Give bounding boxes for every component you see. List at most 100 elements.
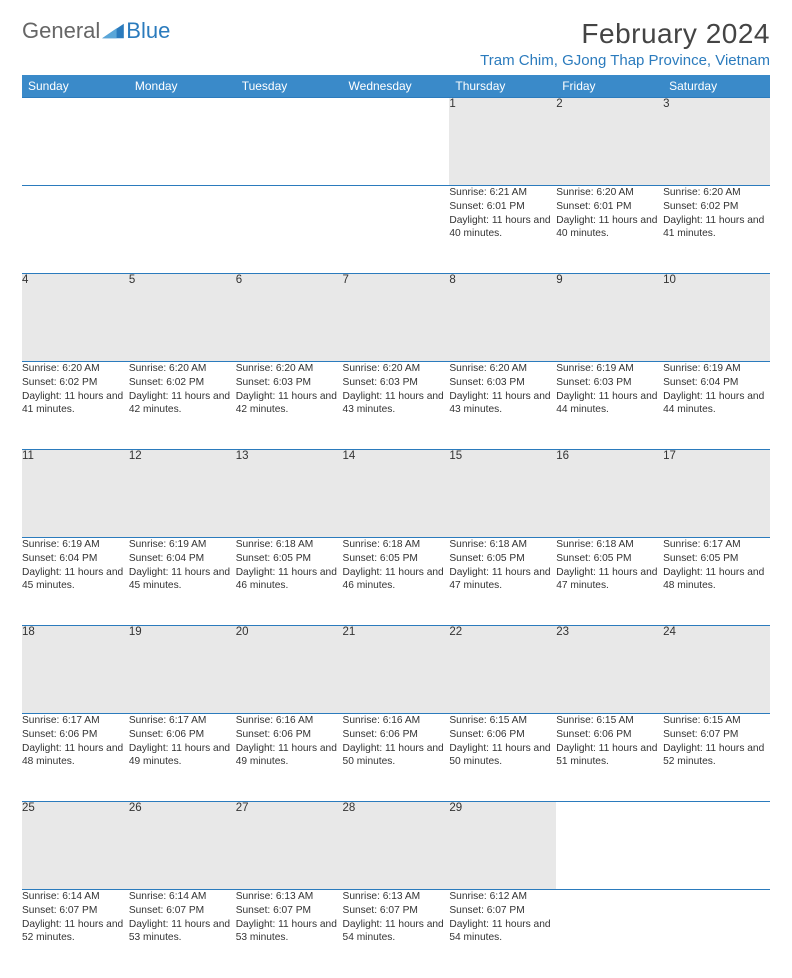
daylight-line: Daylight: 11 hours and 44 minutes. [663, 390, 770, 418]
daylight-line: Daylight: 11 hours and 45 minutes. [22, 566, 129, 594]
empty-cell [22, 98, 129, 186]
sunset-line: Sunset: 6:03 PM [343, 376, 450, 390]
weekday-header-cell: Sunday [22, 75, 129, 98]
sunset-line: Sunset: 6:04 PM [129, 552, 236, 566]
daylight-line: Daylight: 11 hours and 43 minutes. [343, 390, 450, 418]
day-number: 22 [449, 626, 556, 714]
daylight-line: Daylight: 11 hours and 40 minutes. [449, 214, 556, 242]
empty-cell [343, 98, 450, 186]
empty-cell [663, 802, 770, 890]
daylight-line: Daylight: 11 hours and 41 minutes. [663, 214, 770, 242]
empty-cell [129, 98, 236, 186]
day-number: 23 [556, 626, 663, 714]
sunset-line: Sunset: 6:03 PM [449, 376, 556, 390]
day-detail-cell: Sunrise: 6:16 AMSunset: 6:06 PMDaylight:… [236, 714, 343, 802]
sunset-line: Sunset: 6:06 PM [556, 728, 663, 742]
day-number: 15 [449, 450, 556, 538]
day-detail-cell: Sunrise: 6:20 AMSunset: 6:02 PMDaylight:… [129, 362, 236, 450]
header: General Blue February 2024 Tram Chim, GJ… [22, 18, 770, 69]
day-number: 26 [129, 802, 236, 890]
day-number-row: 2526272829 [22, 802, 770, 890]
day-number: 17 [663, 450, 770, 538]
empty-cell [343, 186, 450, 274]
sunrise-line: Sunrise: 6:16 AM [236, 714, 343, 728]
daylight-line: Daylight: 11 hours and 47 minutes. [449, 566, 556, 594]
sunset-line: Sunset: 6:07 PM [343, 904, 450, 918]
sunrise-line: Sunrise: 6:12 AM [449, 890, 556, 904]
day-detail-cell: Sunrise: 6:18 AMSunset: 6:05 PMDaylight:… [236, 538, 343, 626]
day-detail-cell: Sunrise: 6:18 AMSunset: 6:05 PMDaylight:… [449, 538, 556, 626]
day-detail-row: Sunrise: 6:20 AMSunset: 6:02 PMDaylight:… [22, 362, 770, 450]
brand-logo: General Blue [22, 18, 170, 44]
day-number: 14 [343, 450, 450, 538]
sunrise-line: Sunrise: 6:15 AM [449, 714, 556, 728]
day-number: 8 [449, 274, 556, 362]
day-detail-cell: Sunrise: 6:15 AMSunset: 6:06 PMDaylight:… [449, 714, 556, 802]
sunset-line: Sunset: 6:07 PM [22, 904, 129, 918]
day-detail-cell: Sunrise: 6:20 AMSunset: 6:03 PMDaylight:… [343, 362, 450, 450]
day-number: 18 [22, 626, 129, 714]
sunrise-line: Sunrise: 6:15 AM [663, 714, 770, 728]
sunrise-line: Sunrise: 6:17 AM [22, 714, 129, 728]
day-detail-cell: Sunrise: 6:18 AMSunset: 6:05 PMDaylight:… [556, 538, 663, 626]
daylight-line: Daylight: 11 hours and 52 minutes. [22, 918, 129, 946]
daylight-line: Daylight: 11 hours and 48 minutes. [22, 742, 129, 770]
sunrise-line: Sunrise: 6:13 AM [236, 890, 343, 904]
sunrise-line: Sunrise: 6:19 AM [556, 362, 663, 376]
day-detail-cell: Sunrise: 6:14 AMSunset: 6:07 PMDaylight:… [22, 890, 129, 978]
weekday-header-cell: Saturday [663, 75, 770, 98]
sunset-line: Sunset: 6:05 PM [663, 552, 770, 566]
sunset-line: Sunset: 6:04 PM [22, 552, 129, 566]
day-number-row: 18192021222324 [22, 626, 770, 714]
daylight-line: Daylight: 11 hours and 51 minutes. [556, 742, 663, 770]
sunrise-line: Sunrise: 6:20 AM [343, 362, 450, 376]
empty-cell [556, 802, 663, 890]
sunset-line: Sunset: 6:03 PM [556, 376, 663, 390]
day-number: 16 [556, 450, 663, 538]
day-number: 27 [236, 802, 343, 890]
weekday-header: SundayMondayTuesdayWednesdayThursdayFrid… [22, 75, 770, 98]
daylight-line: Daylight: 11 hours and 43 minutes. [449, 390, 556, 418]
sunrise-line: Sunrise: 6:14 AM [129, 890, 236, 904]
day-number: 28 [343, 802, 450, 890]
sunset-line: Sunset: 6:05 PM [343, 552, 450, 566]
sunset-line: Sunset: 6:04 PM [663, 376, 770, 390]
sunset-line: Sunset: 6:05 PM [449, 552, 556, 566]
day-number: 9 [556, 274, 663, 362]
day-detail-cell: Sunrise: 6:19 AMSunset: 6:04 PMDaylight:… [129, 538, 236, 626]
day-detail-cell: Sunrise: 6:20 AMSunset: 6:01 PMDaylight:… [556, 186, 663, 274]
sunrise-line: Sunrise: 6:20 AM [663, 186, 770, 200]
day-number: 11 [22, 450, 129, 538]
sunrise-line: Sunrise: 6:18 AM [236, 538, 343, 552]
sunset-line: Sunset: 6:02 PM [663, 200, 770, 214]
empty-cell [236, 98, 343, 186]
day-detail-row: Sunrise: 6:14 AMSunset: 6:07 PMDaylight:… [22, 890, 770, 978]
brand-part1: General [22, 18, 100, 44]
daylight-line: Daylight: 11 hours and 42 minutes. [129, 390, 236, 418]
sunrise-line: Sunrise: 6:19 AM [129, 538, 236, 552]
daylight-line: Daylight: 11 hours and 42 minutes. [236, 390, 343, 418]
sunset-line: Sunset: 6:06 PM [22, 728, 129, 742]
sunrise-line: Sunrise: 6:20 AM [129, 362, 236, 376]
sunrise-line: Sunrise: 6:18 AM [449, 538, 556, 552]
sunset-line: Sunset: 6:07 PM [663, 728, 770, 742]
daylight-line: Daylight: 11 hours and 41 minutes. [22, 390, 129, 418]
daylight-line: Daylight: 11 hours and 48 minutes. [663, 566, 770, 594]
day-detail-cell: Sunrise: 6:20 AMSunset: 6:03 PMDaylight:… [236, 362, 343, 450]
daylight-line: Daylight: 11 hours and 53 minutes. [129, 918, 236, 946]
sunrise-line: Sunrise: 6:20 AM [236, 362, 343, 376]
logo-triangle-icon [102, 22, 124, 40]
calendar-table: SundayMondayTuesdayWednesdayThursdayFrid… [22, 75, 770, 978]
empty-cell [236, 186, 343, 274]
sunset-line: Sunset: 6:07 PM [236, 904, 343, 918]
day-detail-cell: Sunrise: 6:13 AMSunset: 6:07 PMDaylight:… [236, 890, 343, 978]
daylight-line: Daylight: 11 hours and 50 minutes. [449, 742, 556, 770]
sunset-line: Sunset: 6:06 PM [449, 728, 556, 742]
day-number-row: 45678910 [22, 274, 770, 362]
day-detail-row: Sunrise: 6:17 AMSunset: 6:06 PMDaylight:… [22, 714, 770, 802]
day-number: 21 [343, 626, 450, 714]
sunset-line: Sunset: 6:07 PM [129, 904, 236, 918]
daylight-line: Daylight: 11 hours and 40 minutes. [556, 214, 663, 242]
daylight-line: Daylight: 11 hours and 44 minutes. [556, 390, 663, 418]
daylight-line: Daylight: 11 hours and 52 minutes. [663, 742, 770, 770]
